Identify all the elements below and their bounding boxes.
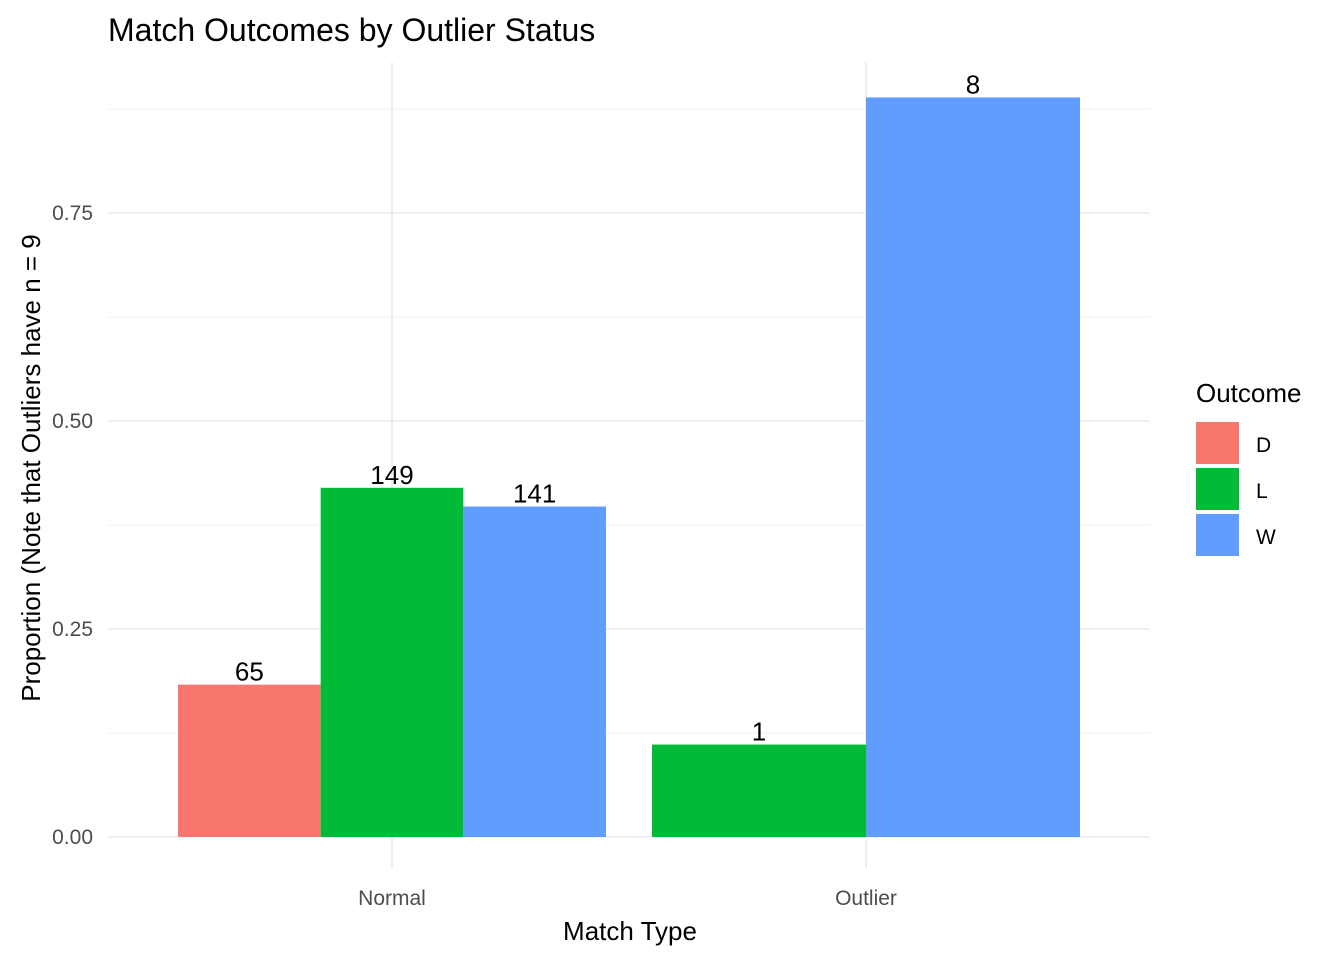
data-label: 65 xyxy=(235,657,264,687)
legend-key-d xyxy=(1196,422,1239,464)
bar-normal-w xyxy=(463,506,606,837)
y-axis-title: Proportion (Note that Outliers have n = … xyxy=(16,234,46,702)
data-label: 8 xyxy=(966,69,980,99)
bars xyxy=(178,97,1080,838)
legend-label: D xyxy=(1256,434,1271,457)
x-axis-ticks: Normal Outlier xyxy=(358,887,897,910)
data-labels: 65 149 141 1 8 xyxy=(235,69,980,746)
bar-normal-l xyxy=(320,487,464,837)
bar-outlier-l xyxy=(652,744,866,837)
legend: Outcome DLW xyxy=(1196,378,1302,556)
y-tick-label: 0.00 xyxy=(52,826,93,849)
x-tick-label: Outlier xyxy=(835,887,897,910)
x-tick-label: Normal xyxy=(358,887,426,910)
legend-label: L xyxy=(1256,480,1268,503)
y-axis-ticks: 0.00 0.25 0.50 0.75 xyxy=(52,202,93,849)
data-label: 149 xyxy=(370,460,413,490)
bar-outlier-w xyxy=(866,97,1080,838)
data-label: 1 xyxy=(752,717,766,747)
legend-title: Outcome xyxy=(1196,378,1302,408)
legend-key-l xyxy=(1196,468,1239,510)
x-axis-title: Match Type xyxy=(563,916,697,946)
y-tick-label: 0.75 xyxy=(52,202,93,225)
legend-key-w xyxy=(1196,514,1239,556)
data-label: 141 xyxy=(513,479,556,509)
bar-normal-d xyxy=(178,684,321,837)
legend-label: W xyxy=(1256,526,1276,549)
y-tick-label: 0.50 xyxy=(52,410,93,433)
chart-title: Match Outcomes by Outlier Status xyxy=(108,12,595,48)
y-tick-label: 0.25 xyxy=(52,618,93,641)
